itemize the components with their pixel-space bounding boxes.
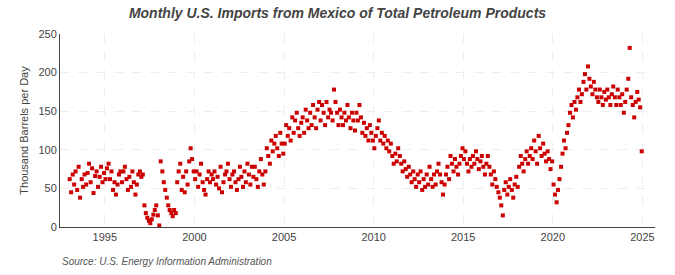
svg-text:Thousand Barrels per Day: Thousand Barrels per Day xyxy=(18,66,30,195)
svg-text:2015: 2015 xyxy=(451,231,475,243)
svg-text:2010: 2010 xyxy=(361,231,385,243)
svg-text:Monthly U.S. Imports from Mexi: Monthly U.S. Imports from Mexico of Tota… xyxy=(129,5,546,21)
svg-text:0: 0 xyxy=(51,221,57,233)
svg-text:1995: 1995 xyxy=(93,231,117,243)
svg-text:100: 100 xyxy=(38,144,56,156)
svg-text:2005: 2005 xyxy=(272,231,296,243)
svg-text:Source: U.S. Energy Informatio: Source: U.S. Energy Information Administ… xyxy=(62,256,272,267)
svg-text:150: 150 xyxy=(38,105,56,117)
svg-text:200: 200 xyxy=(38,66,56,78)
svg-text:2000: 2000 xyxy=(182,231,206,243)
svg-text:2025: 2025 xyxy=(630,231,654,243)
svg-text:2020: 2020 xyxy=(541,231,565,243)
svg-text:250: 250 xyxy=(38,28,56,40)
svg-text:50: 50 xyxy=(45,182,57,194)
